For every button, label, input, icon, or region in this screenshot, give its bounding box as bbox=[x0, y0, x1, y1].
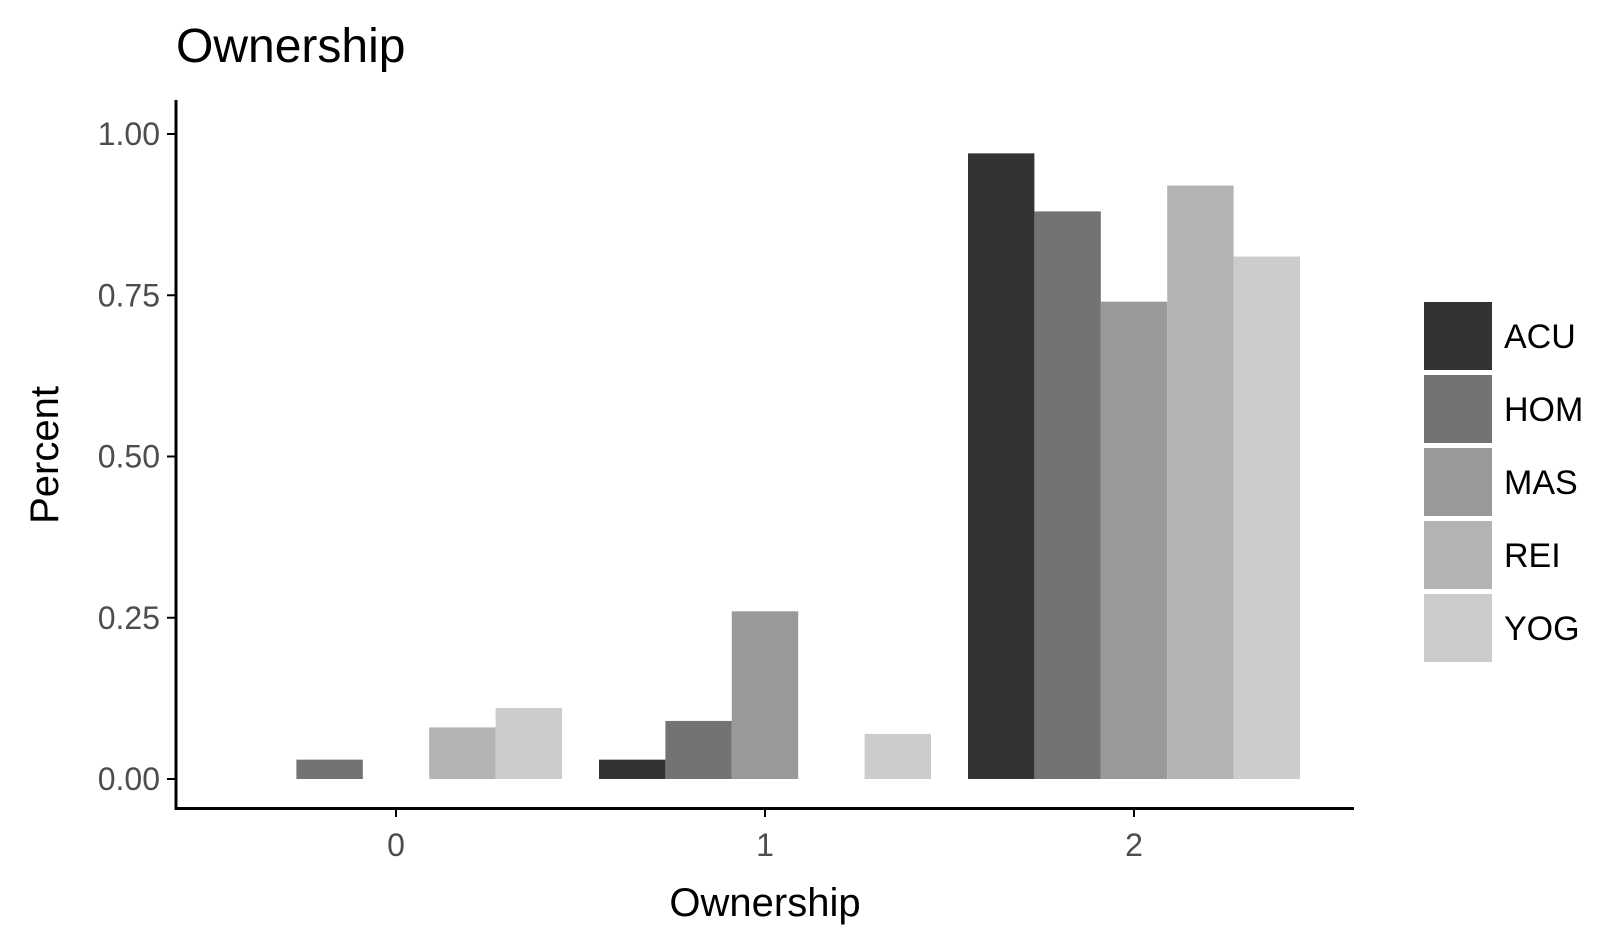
chart-title: Ownership bbox=[176, 20, 405, 73]
bar-yog-0 bbox=[495, 708, 562, 779]
legend-label-mas: MAS bbox=[1504, 464, 1578, 502]
x-axis-ticks: 0 1 2 bbox=[387, 808, 1143, 863]
legend-key-hom bbox=[1424, 375, 1492, 443]
legend: ACU HOM MAS REI YOG bbox=[1424, 302, 1583, 662]
bar-hom-2 bbox=[1034, 211, 1101, 779]
bar-acu-2 bbox=[968, 153, 1035, 780]
legend-label-acu: ACU bbox=[1504, 318, 1576, 356]
legend-key-rei bbox=[1424, 521, 1492, 589]
legend-label-hom: HOM bbox=[1504, 391, 1583, 429]
y-tick-label: 0.75 bbox=[98, 277, 160, 313]
bar-hom-1 bbox=[665, 720, 732, 779]
bar-mas-1 bbox=[731, 611, 799, 779]
bar-rei-2 bbox=[1167, 185, 1234, 780]
bar-acu-1 bbox=[599, 759, 666, 779]
x-axis-title: Ownership bbox=[669, 881, 860, 925]
legend-label-yog: YOG bbox=[1504, 610, 1580, 648]
x-tick-label: 2 bbox=[1125, 827, 1143, 863]
legend-key-mas bbox=[1424, 448, 1492, 516]
x-tick-label: 1 bbox=[756, 827, 774, 863]
y-axis-title: Percent bbox=[23, 386, 67, 524]
y-tick-label: 0.50 bbox=[98, 439, 160, 475]
y-tick-label: 1.00 bbox=[98, 116, 160, 152]
x-tick-label: 0 bbox=[387, 827, 405, 863]
bars bbox=[296, 153, 1300, 780]
bar-mas-2 bbox=[1100, 301, 1168, 779]
legend-label-rei: REI bbox=[1504, 537, 1561, 575]
y-tick-label: 0.25 bbox=[98, 600, 160, 636]
bar-rei-0 bbox=[429, 727, 496, 779]
y-tick-label: 0.00 bbox=[98, 761, 160, 797]
legend-key-yog bbox=[1424, 594, 1492, 662]
y-axis-ticks: 0.00 0.25 0.50 0.75 1.00 bbox=[98, 116, 176, 797]
bar-hom-0 bbox=[296, 759, 363, 779]
legend-key-acu bbox=[1424, 302, 1492, 370]
bar-yog-2 bbox=[1233, 256, 1300, 779]
bar-yog-1 bbox=[864, 733, 931, 779]
